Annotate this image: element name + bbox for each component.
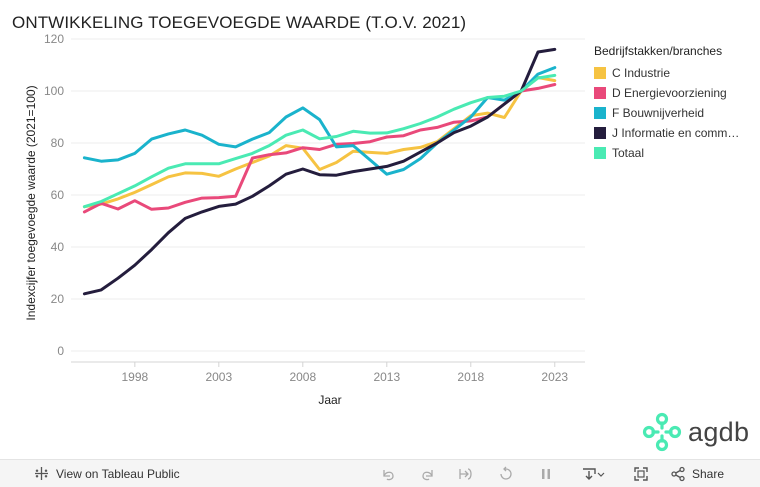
legend-swatch — [594, 107, 606, 119]
y-tick-label: 60 — [51, 188, 65, 202]
undo-icon[interactable] — [379, 465, 397, 483]
x-tick-label: 2008 — [289, 370, 316, 384]
x-tick-label: 1998 — [121, 370, 148, 384]
tableau-logo-icon — [35, 467, 48, 480]
legend-label: Totaal — [612, 146, 645, 160]
legend-label: F Bouwnijverheid — [612, 106, 705, 120]
refresh-icon[interactable] — [497, 465, 515, 483]
gridlines — [71, 38, 585, 352]
x-tick-label: 2023 — [541, 370, 568, 384]
tableau-toolbar: View on Tableau Public — [0, 459, 760, 487]
legend-item-c-industrie[interactable]: C Industrie — [594, 63, 754, 83]
y-tick-label: 120 — [44, 32, 64, 46]
series-line-f-bouwnijverheid — [82, 66, 557, 176]
fullscreen-icon[interactable] — [632, 465, 650, 483]
share-button[interactable]: Share — [670, 466, 724, 482]
legend-swatch — [594, 67, 606, 79]
chart-title: ONTWIKKELING TOEGEVOEGDE WAARDE (T.O.V. … — [12, 13, 467, 32]
revert-icon[interactable] — [457, 465, 475, 483]
pause-icon[interactable] — [537, 465, 555, 483]
agdb-logo-text: agdb — [688, 416, 750, 447]
agdb-logo: agdb — [642, 412, 749, 452]
legend-item-j-informatie[interactable]: J Informatie en communicatie — [594, 123, 754, 143]
legend-label: D Energievoorziening — [612, 86, 727, 100]
x-tick-label: 2003 — [205, 370, 232, 384]
legend-swatch — [594, 127, 606, 139]
legend-swatch — [594, 87, 606, 99]
series-line-c-industrie — [82, 76, 557, 209]
legend: Bedrijfstakken/branches C Industrie D En… — [594, 44, 754, 163]
y-axis-label: Indexcijfer toegevoegde waarde (2021=100… — [24, 85, 38, 320]
agdb-logo-icon — [642, 412, 682, 452]
y-tick-label: 20 — [51, 292, 65, 306]
legend-label: J Informatie en communicatie — [612, 126, 740, 140]
legend-item-f-bouwnijverheid[interactable]: F Bouwnijverheid — [594, 103, 754, 123]
download-icon[interactable] — [581, 465, 605, 483]
view-on-tableau-public-button[interactable]: View on Tableau Public — [34, 466, 180, 481]
y-tick-label: 0 — [57, 344, 64, 358]
series-lines — [82, 47, 557, 296]
share-label: Share — [692, 467, 725, 481]
y-tick-label: 40 — [51, 240, 65, 254]
x-tick-label: 2018 — [457, 370, 484, 384]
legend-swatch — [594, 147, 606, 159]
series-line-j-informatie-en-communicatie — [82, 47, 557, 296]
redo-icon[interactable] — [419, 465, 437, 483]
y-axis: 0 20 40 60 80 100 120 — [44, 32, 64, 358]
y-tick-label: 100 — [44, 84, 64, 98]
legend-label: C Industrie — [612, 66, 671, 80]
x-axis: 1998 2003 2008 2013 2018 2023 — [71, 361, 585, 384]
y-tick-label: 80 — [51, 136, 65, 150]
series-line-d-energievoorziening — [82, 83, 557, 214]
view-on-tableau-public-label: View on Tableau Public — [56, 466, 180, 481]
x-tick-label: 2013 — [373, 370, 400, 384]
legend-item-totaal[interactable]: Totaal — [594, 143, 754, 163]
legend-item-d-energievoorziening[interactable]: D Energievoorziening — [594, 83, 754, 103]
share-icon — [671, 466, 685, 482]
series-line-totaal — [82, 73, 557, 209]
x-axis-label: Jaar — [318, 393, 341, 407]
legend-title: Bedrijfstakken/branches — [594, 44, 723, 58]
line-chart: 0 20 40 60 80 100 120 1998 2003 2008 2013 2018 2023… — [24, 32, 585, 407]
